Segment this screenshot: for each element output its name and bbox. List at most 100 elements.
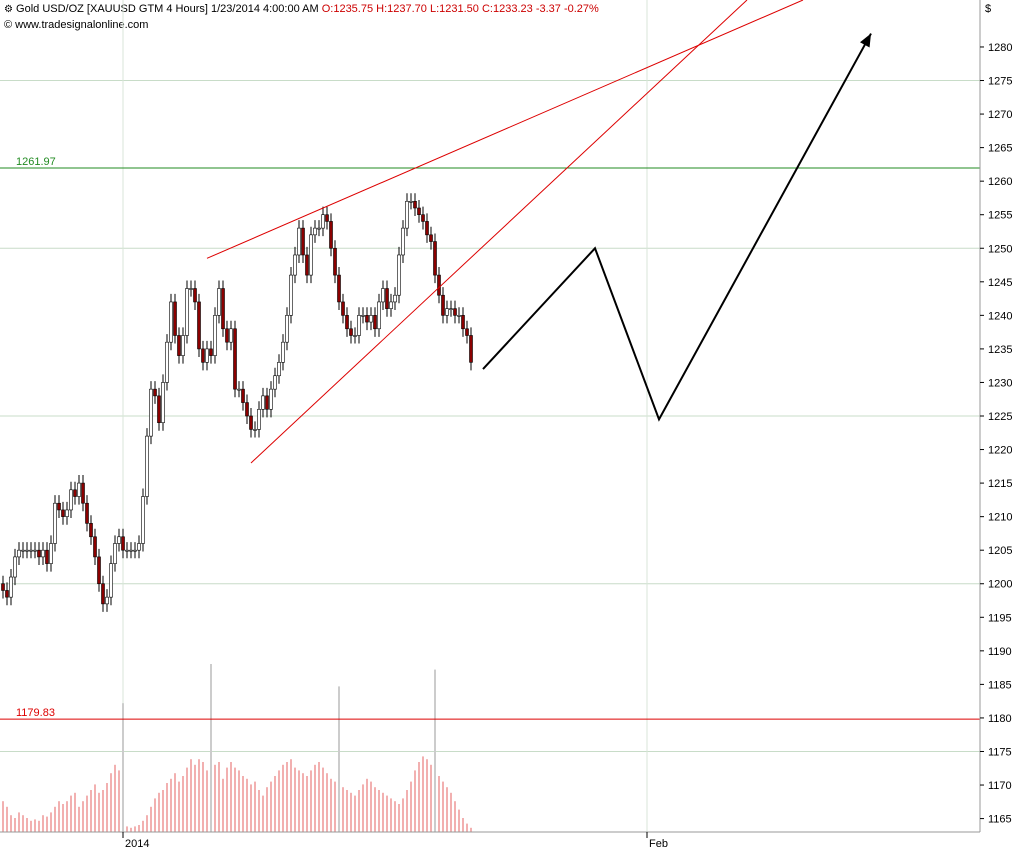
y-tick-label: 1215 <box>988 478 1012 490</box>
volume-bar <box>130 827 132 832</box>
candle-body <box>117 536 121 544</box>
candle-body <box>301 227 305 256</box>
candle-body <box>61 509 65 517</box>
candle-body <box>285 315 289 343</box>
volume-bar <box>10 815 12 832</box>
forecast-line <box>482 33 872 422</box>
volume-bar <box>470 827 472 832</box>
volume-bar <box>38 820 40 832</box>
volume-bar <box>466 823 468 832</box>
y-tick-label: 1165 <box>988 814 1012 826</box>
candle-body <box>257 408 261 430</box>
volume-bar <box>82 801 84 832</box>
volume-bar <box>154 798 156 832</box>
volume-bar <box>346 790 348 832</box>
volume-bar <box>222 778 224 832</box>
candle-body <box>13 556 17 578</box>
candle-body <box>397 254 401 296</box>
y-tick-label: 1195 <box>988 612 1012 624</box>
candle-body <box>321 214 325 229</box>
candle-body <box>5 590 9 598</box>
source-site[interactable]: www.tradesignalonline.com <box>15 19 149 31</box>
candle-body <box>29 549 33 552</box>
volume-bar <box>190 759 192 832</box>
volume-bar <box>394 801 396 832</box>
candle-body <box>161 382 165 424</box>
volume-bar <box>78 806 80 832</box>
y-tick-label: 1240 <box>988 310 1012 322</box>
volume-bar <box>330 778 332 832</box>
volume-bar <box>454 801 456 832</box>
volume-bar <box>166 783 168 832</box>
candle-body <box>49 543 53 564</box>
volume-bar <box>206 770 208 832</box>
candle-body <box>221 288 225 330</box>
candle-body <box>77 482 81 497</box>
volume-bar <box>362 784 364 832</box>
settings-icon[interactable]: ⚙ <box>4 4 13 15</box>
volume-bar <box>314 764 316 832</box>
candle-body <box>445 308 449 316</box>
candle-body <box>413 200 417 209</box>
y-tick-label: 1210 <box>988 512 1012 524</box>
candle-body <box>381 288 385 303</box>
candle-body <box>57 502 61 511</box>
y-tick-label: 1170 <box>988 780 1012 792</box>
candle-body <box>97 556 101 585</box>
volume-bar <box>62 804 64 832</box>
candle-body <box>241 388 245 403</box>
volume-bar <box>238 770 240 832</box>
candle-body <box>433 241 437 276</box>
volume-bar <box>70 795 72 832</box>
volume-bar <box>366 778 368 832</box>
wedge-line <box>206 0 804 259</box>
volume-spike <box>210 664 212 832</box>
candle-body <box>153 388 157 397</box>
level-lines: 1261.97 1179.83 <box>0 156 980 720</box>
y-tick-label: 1280 <box>988 42 1012 54</box>
candle-body <box>289 274 293 316</box>
volume-bar <box>422 756 424 832</box>
volume-bar <box>370 781 372 832</box>
candle-body <box>309 234 313 276</box>
candle-body <box>361 315 365 317</box>
volume-bar <box>194 764 196 832</box>
candle-body <box>429 234 433 242</box>
candle-body <box>249 415 253 430</box>
volume-bar <box>354 795 356 832</box>
volume-bar <box>2 801 4 832</box>
candle-body <box>53 502 57 544</box>
volume-bar <box>458 809 460 832</box>
candle-body <box>409 200 413 203</box>
volume-bar <box>134 826 136 832</box>
candle-body <box>37 549 41 558</box>
candle-body <box>1 583 5 591</box>
candle-body <box>305 254 309 276</box>
candle-body <box>101 583 105 605</box>
candle-body <box>141 496 145 544</box>
volume-bar <box>102 790 104 832</box>
volume-bar <box>110 773 112 832</box>
volume-bar <box>226 767 228 832</box>
volume-bar <box>258 790 260 832</box>
candle-body <box>261 395 265 410</box>
volume-bar <box>214 764 216 832</box>
candle-body <box>365 315 369 323</box>
candle-body <box>405 200 409 229</box>
candle-body <box>105 596 109 605</box>
y-tick-label: 1270 <box>988 109 1012 121</box>
volume-bar <box>250 784 252 832</box>
candle-body <box>401 227 405 256</box>
volume-bar <box>162 790 164 832</box>
volume-bar <box>106 783 108 832</box>
price-change: -3.37 <box>535 3 561 15</box>
candle-body <box>417 207 421 216</box>
candle-body <box>133 549 137 552</box>
volume-bar <box>298 770 300 832</box>
candle-body <box>189 288 193 290</box>
candle-body <box>317 227 321 230</box>
candle-body <box>449 308 453 310</box>
volume-bar <box>262 795 264 832</box>
volume-bar <box>266 787 268 832</box>
